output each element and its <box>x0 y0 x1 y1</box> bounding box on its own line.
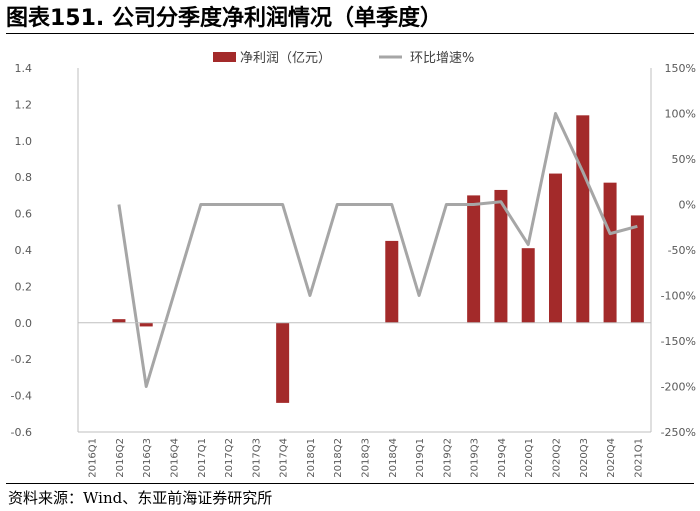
right-tick-label: 0% <box>679 199 696 212</box>
left-axis-ticks: 1.4 1.2 1.0 0.8 0.6 0.4 0.2 0.0 -0.2 -0.4 -0.6 <box>11 62 32 439</box>
bar-2016Q3 <box>139 322 153 327</box>
x-tick-label: 2018Q4 <box>388 438 399 478</box>
x-axis-ticks: 2016Q1 2016Q2 2016Q3 2016Q4 2017Q1 2017Q2 2017… <box>88 438 645 478</box>
x-tick-label: 2021Q1 <box>633 438 644 478</box>
left-tick-label: -0.4 <box>11 390 32 403</box>
bar-2019Q3 <box>467 195 481 323</box>
figure-title: 图表151. 公司分季度净利润情况（单季度） <box>6 6 442 31</box>
x-tick-label: 2019Q3 <box>470 438 481 478</box>
x-tick-label: 2016Q3 <box>142 438 153 478</box>
right-axis-ticks: 150% 100% 50% 0% -50% -100% -150% -200% -250% <box>661 62 696 439</box>
x-tick-label: 2016Q1 <box>88 438 99 478</box>
left-tick-label: 1.4 <box>15 62 33 75</box>
x-tick-label: 2019Q1 <box>415 438 426 478</box>
left-tick-label: 0.4 <box>15 244 33 257</box>
right-tick-label: 150% <box>665 62 696 75</box>
right-tick-label: 50% <box>672 153 696 166</box>
left-tick-label: 0.2 <box>15 280 33 293</box>
legend-line-label: 环比增速% <box>410 51 474 66</box>
legend: 净利润（亿元） 环比增速% <box>213 51 474 66</box>
left-tick-label: 0.8 <box>15 171 33 184</box>
left-tick-label: 0.6 <box>15 208 33 221</box>
right-tick-label: -50% <box>668 244 696 257</box>
x-tick-label: 2018Q3 <box>361 438 372 478</box>
growth-line <box>117 112 638 388</box>
x-tick-label: 2020Q2 <box>552 438 563 478</box>
x-tick-label: 2019Q4 <box>497 438 508 478</box>
right-tick-label: -250% <box>661 426 696 439</box>
bar-2019Q4 <box>494 189 508 323</box>
left-tick-label: 1.0 <box>15 135 33 148</box>
axes <box>77 68 652 433</box>
x-tick-label: 2018Q1 <box>306 438 317 478</box>
x-tick-label: 2016Q2 <box>115 438 126 478</box>
bar-2020Q1 <box>521 248 535 323</box>
right-tick-label: -100% <box>661 290 696 303</box>
bar-2020Q2 <box>549 173 562 323</box>
left-tick-label: -0.2 <box>11 353 32 366</box>
source-note: 资料来源：Wind、东亚前海证券研究所 <box>8 489 273 507</box>
x-tick-label: 2016Q4 <box>170 438 181 478</box>
x-tick-label: 2018Q2 <box>333 438 344 478</box>
x-tick-label: 2020Q4 <box>606 438 617 478</box>
bar-series <box>112 115 644 403</box>
legend-bar-label: 净利润（亿元） <box>240 51 331 66</box>
x-tick-label: 2017Q4 <box>279 438 290 478</box>
source-rule <box>6 483 694 484</box>
bar-2021Q1 <box>630 215 644 323</box>
bar-2016Q2 <box>112 319 126 323</box>
left-tick-label: -0.6 <box>11 426 32 439</box>
left-tick-label: 0.0 <box>15 317 33 330</box>
bar-2017Q4 <box>276 322 290 403</box>
right-tick-label: -200% <box>661 381 696 394</box>
x-tick-label: 2017Q1 <box>197 438 208 478</box>
x-tick-label: 2017Q2 <box>224 438 235 478</box>
x-tick-label: 2020Q1 <box>524 438 535 478</box>
x-tick-label: 2019Q2 <box>442 438 453 478</box>
bar-2020Q3 <box>576 115 590 323</box>
left-tick-label: 1.2 <box>15 98 33 111</box>
title-rule <box>6 33 694 34</box>
right-tick-label: 100% <box>665 108 696 121</box>
right-tick-label: -150% <box>661 335 696 348</box>
x-tick-label: 2017Q3 <box>251 438 262 478</box>
legend-bar-swatch <box>213 52 236 62</box>
x-tick-label: 2020Q3 <box>579 438 590 478</box>
line-series <box>117 112 638 388</box>
bar-2018Q4 <box>385 240 399 323</box>
bar-2020Q4 <box>603 182 617 323</box>
